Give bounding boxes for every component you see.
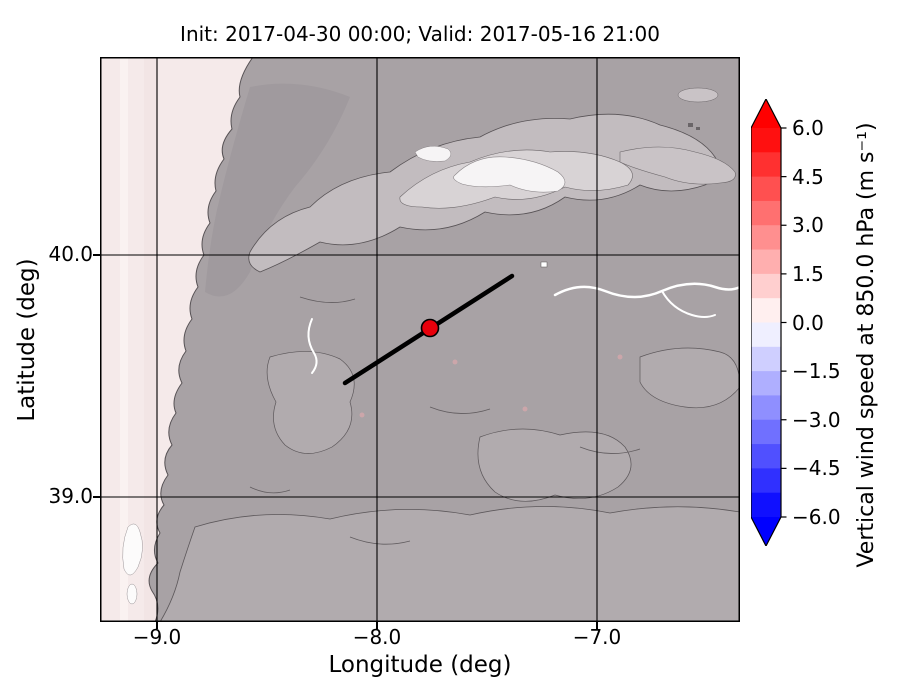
colorbar-segment	[751, 444, 781, 469]
contour-squiggle-4	[349, 536, 411, 545]
colorbar-segment	[751, 200, 781, 226]
y-tick-label-0: 40.0	[48, 242, 93, 266]
lagoon-1	[122, 523, 143, 576]
colorbar-tick-label-1: 4.5	[792, 164, 824, 189]
colorbar-segment	[751, 152, 781, 178]
colorbar-segment	[751, 176, 781, 202]
center-hill-patch	[477, 428, 632, 502]
map-plot-area	[100, 57, 740, 622]
y-axis-label: Latitude (deg)	[14, 258, 40, 422]
river-white-2	[661, 290, 716, 318]
white-dot-patch	[540, 261, 548, 268]
colorbar-segments	[751, 128, 781, 518]
contour-squiggle-3	[579, 446, 641, 454]
contour-squiggle-5	[249, 486, 291, 494]
colorbar-segment	[751, 371, 781, 397]
plot-border	[100, 57, 740, 622]
colorbar-segment	[751, 492, 781, 518]
x-tick-label-2: −7.0	[572, 625, 622, 649]
y-tick-label-1: 39.0	[48, 484, 93, 508]
pink-speckle-3	[359, 412, 365, 418]
colorbar	[751, 99, 787, 546]
colorbar-segment	[751, 273, 781, 299]
colorbar-segment	[751, 249, 781, 275]
y-tick-mark-1	[93, 496, 100, 498]
pink-speckle-1	[452, 359, 458, 365]
snowcap-highlight	[453, 156, 566, 193]
topright-dark-dot-1	[688, 123, 693, 127]
colorbar-tick-label-3: 1.5	[792, 261, 824, 286]
x-tick-label-1: −8.0	[352, 625, 402, 649]
x-tick-label-0: −9.0	[132, 625, 182, 649]
coastal-shade	[205, 83, 350, 297]
lowland-band	[159, 506, 740, 622]
x-axis-label: Longitude (deg)	[328, 652, 512, 678]
station-marker	[420, 318, 440, 338]
colorbar-segment	[751, 419, 781, 445]
colorbar-label: Vertical wind speed at 850.0 hPa (m s⁻¹)	[854, 122, 879, 568]
colorbar-tick-label-7: −4.5	[792, 456, 841, 481]
colorbar-segment	[751, 346, 781, 372]
ocean-shade-band-1	[120, 57, 128, 622]
y-tick-mark-0	[93, 254, 100, 256]
plot-title: Init: 2017-04-30 00:00; Valid: 2017-05-1…	[180, 22, 660, 46]
ne-ridge-patch	[619, 146, 736, 185]
colorbar-tick-label-0: 6.0	[792, 116, 824, 140]
colorbar-segment	[751, 395, 781, 421]
pink-speckle-2	[522, 406, 528, 412]
colorbar-tick-label-2: 3.0	[792, 213, 824, 238]
snowcap-highlight-2	[414, 145, 452, 162]
x-tick-mark-1	[376, 622, 378, 629]
topright-ridge-patch	[677, 87, 719, 103]
colorbar-segment	[751, 298, 781, 324]
lagoon-2	[126, 583, 138, 605]
colorbar-segment	[751, 468, 781, 494]
colorbar-segment	[751, 322, 781, 348]
contour-squiggle-2	[429, 406, 491, 414]
colorbar-tick-label-6: −3.0	[792, 407, 841, 432]
x-tick-mark-2	[596, 622, 598, 629]
ocean-shade-band-2	[144, 57, 158, 622]
pink-speckle-4	[617, 354, 623, 360]
left-hill-patch	[266, 351, 355, 454]
x-tick-mark-0	[156, 622, 158, 629]
river-white-3	[307, 318, 318, 374]
colorbar-tick-label-5: −1.5	[792, 359, 841, 384]
colorbar-tick-label-4: 0.0	[792, 310, 824, 335]
colorbar-under-arrow	[751, 517, 781, 546]
colorbar-segment	[751, 128, 781, 153]
colorbar-tick-label-8: −6.0	[792, 505, 841, 529]
right-hill-patch	[639, 347, 740, 409]
colorbar-over-arrow	[751, 99, 781, 128]
colorbar-segment	[751, 225, 781, 251]
contour-squiggle-1	[299, 296, 356, 303]
topright-dark-dot-2	[696, 127, 700, 130]
